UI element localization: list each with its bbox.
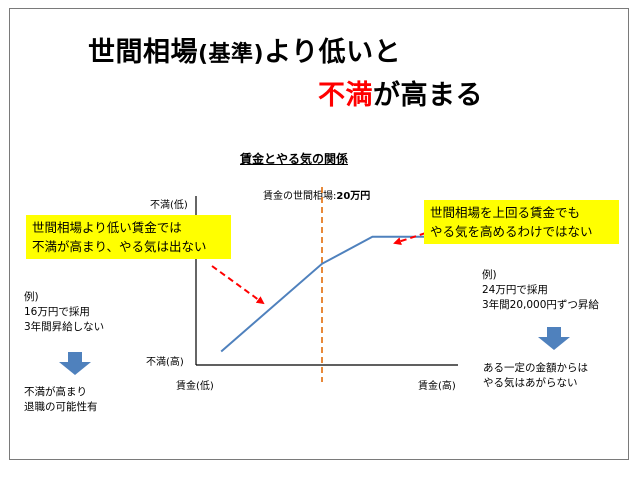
right-example-line-2: 24万円で採用 bbox=[482, 284, 548, 296]
right-example-line-1: 例) bbox=[482, 269, 497, 281]
left-callout-line-1: 世間相場より低い賃金では bbox=[32, 220, 182, 235]
right-callout-line-2: やる気を高めるわけではない bbox=[430, 224, 593, 239]
left-example-line-1: 例) bbox=[24, 291, 39, 303]
right-pointer-arrow bbox=[393, 229, 436, 245]
title-part-2: より低いと bbox=[264, 37, 402, 68]
right-example: 例) 24万円で採用 3年間20,000円ずつ昇給 bbox=[482, 268, 599, 313]
right-result: ある一定の金額からは やる気はあがらない bbox=[483, 361, 588, 391]
y-label-top: 不満(低) bbox=[150, 200, 188, 211]
chart-title: 賃金とやる気の関係 bbox=[240, 152, 349, 166]
x-label-high: 賃金(高) bbox=[418, 381, 456, 392]
reference-label-value: 20万円 bbox=[336, 191, 371, 202]
reference-label: 賃金の世間相場:20万円 bbox=[263, 187, 370, 202]
title-line-1: 世間相場(基準)より低いと bbox=[88, 30, 401, 69]
left-down-arrow-icon bbox=[59, 352, 91, 375]
left-callout-line-2: 不満が高まり、やる気は出ない bbox=[32, 239, 207, 254]
left-callout: 世間相場より低い賃金では 不満が高まり、やる気は出ない bbox=[26, 215, 231, 259]
y-label-bottom: 不満(高) bbox=[146, 357, 184, 368]
title-line-2: 不満が高まる bbox=[318, 73, 483, 112]
left-result: 不満が高まり 退職の可能性有 bbox=[24, 385, 98, 415]
left-pointer-arrow bbox=[211, 265, 265, 305]
left-result-line-1: 不満が高まり bbox=[24, 386, 87, 398]
left-example-line-3: 3年間昇給しない bbox=[24, 321, 105, 333]
title-part-3: が高まる bbox=[373, 80, 483, 111]
right-callout-line-1: 世間相場を上回る賃金でも bbox=[430, 205, 581, 220]
right-result-line-1: ある一定の金額からは bbox=[483, 362, 588, 374]
title-part-1: 世間相場 bbox=[88, 37, 198, 68]
x-label-low: 賃金(低) bbox=[176, 381, 214, 392]
right-callout: 世間相場を上回る賃金でも やる気を高めるわけではない bbox=[424, 200, 619, 244]
title-paren: (基準) bbox=[198, 42, 265, 67]
right-example-line-3: 3年間20,000円ずつ昇給 bbox=[482, 299, 599, 311]
reference-label-prefix: 賃金の世間相場: bbox=[263, 191, 337, 202]
right-result-line-2: やる気はあがらない bbox=[483, 377, 578, 389]
left-example: 例) 16万円で採用 3年間昇給しない bbox=[24, 290, 104, 335]
title-red-word: 不満 bbox=[318, 80, 373, 111]
left-example-line-2: 16万円で採用 bbox=[24, 306, 90, 318]
right-down-arrow-icon bbox=[538, 327, 570, 350]
series-line bbox=[220, 235, 448, 353]
left-result-line-2: 退職の可能性有 bbox=[24, 401, 98, 413]
